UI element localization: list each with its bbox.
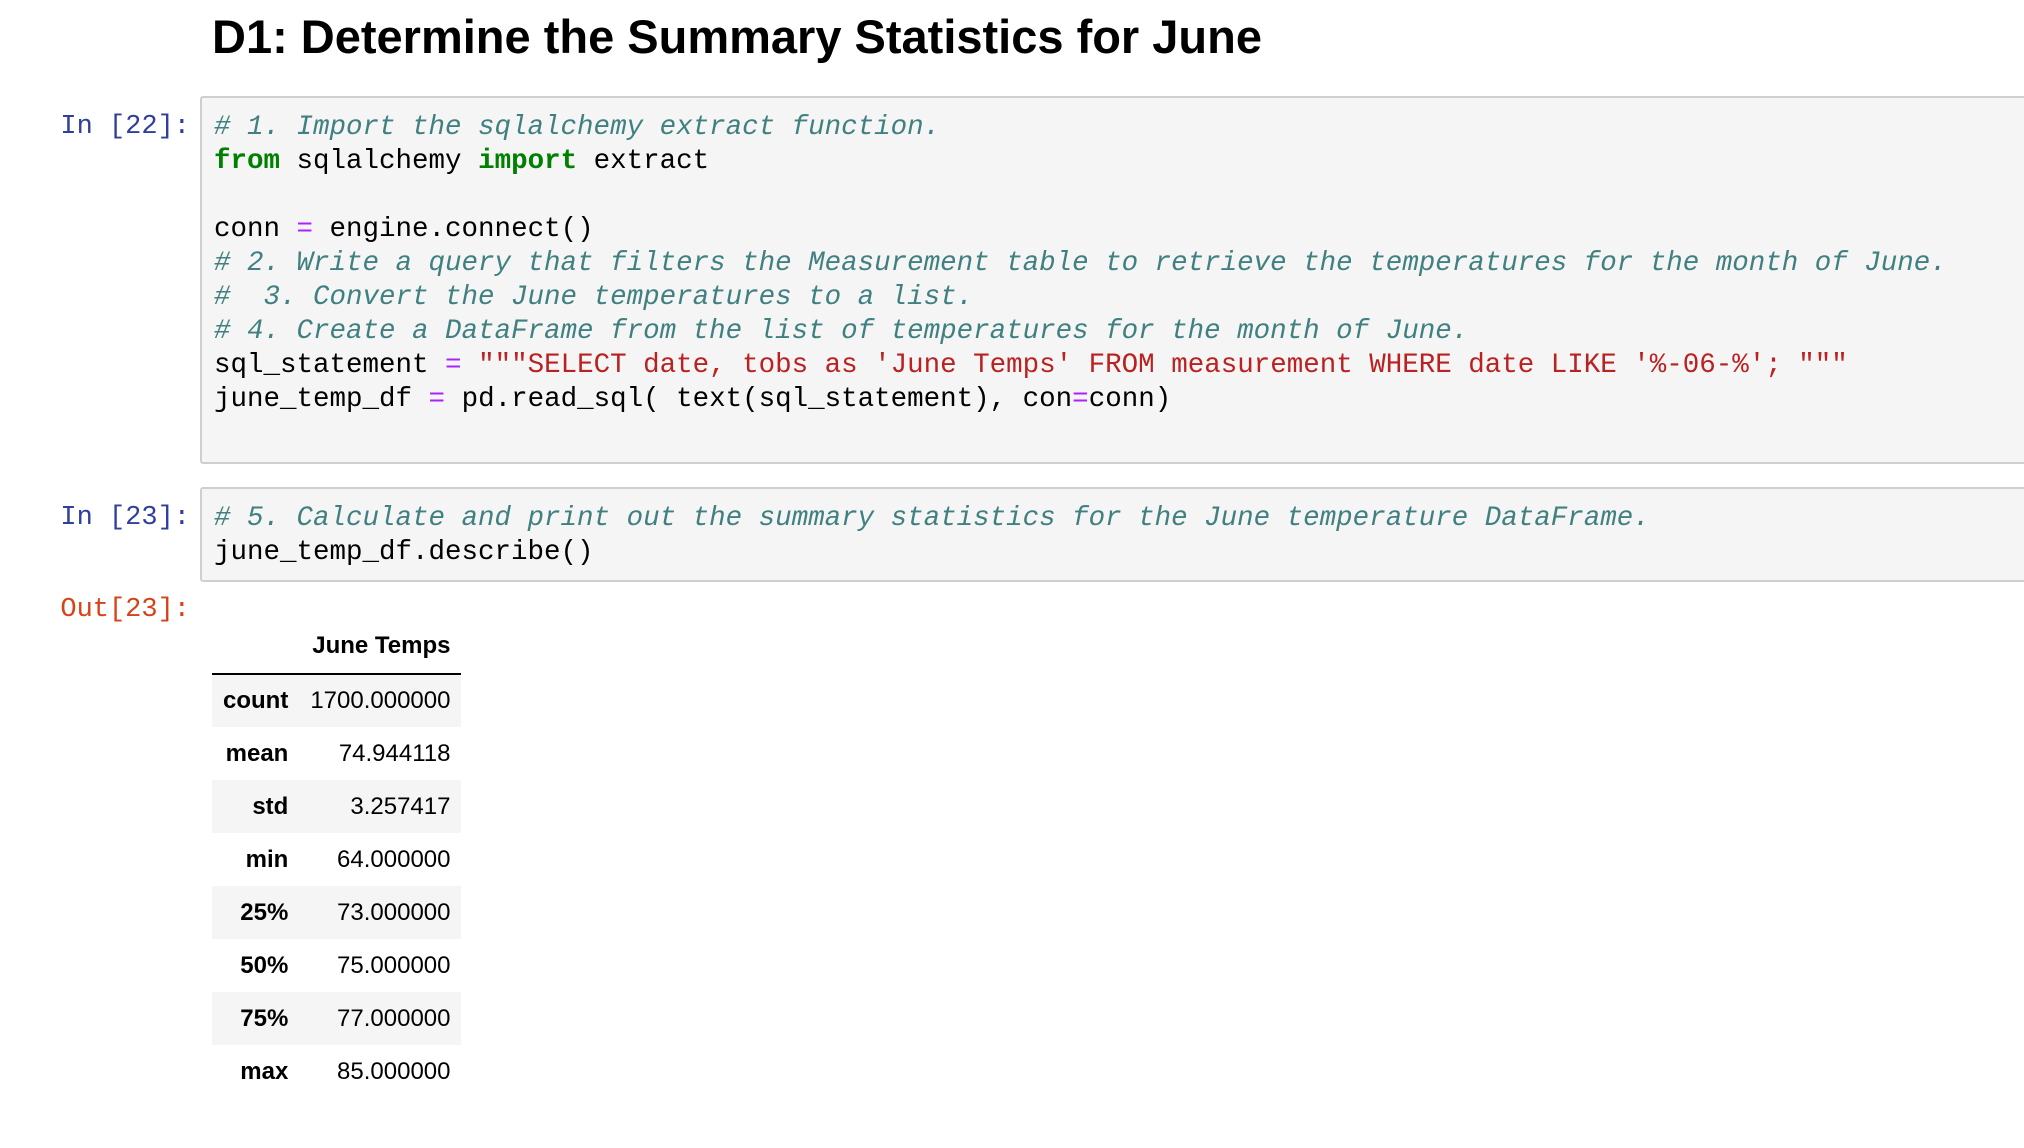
code-comment: # 3. Convert the June temperatures to a … [214, 282, 974, 313]
code-comment: # 1. Import the sqlalchemy extract funct… [214, 112, 941, 143]
column-header: June Temps [299, 618, 462, 675]
row-label: 75% [240, 1004, 289, 1032]
code-text: june_temp_df.describe() [214, 537, 594, 568]
code-line: # 5. Calculate and print out the summary… [214, 502, 1650, 536]
input-prompt: In [22]: [60, 112, 190, 142]
code-text: conn) [1088, 384, 1172, 415]
code-operator: = [445, 350, 462, 381]
row-value: 77.000000 [337, 1004, 451, 1032]
row-value: 1700.000000 [310, 687, 451, 714]
code-keyword: from [214, 146, 281, 177]
code-comment: # 4. Create a DataFrame from the list of… [214, 316, 1469, 347]
code-line: sql_statement = """SELECT date, tobs as … [214, 349, 1947, 383]
row-label: count [223, 687, 289, 714]
row-label: mean [225, 739, 289, 767]
code-text: engine.connect() [313, 214, 594, 245]
code-text: pd.read_sql( text(sql_statement), con [445, 384, 1073, 415]
row-label: max [240, 1057, 289, 1085]
section-heading: D1: Determine the Summary Statistics for… [212, 10, 1262, 63]
code-text: sql_statement [214, 350, 446, 381]
code-line [214, 179, 1947, 213]
output-prompt: Out[23]: [60, 595, 190, 625]
code-editor[interactable]: # 5. Calculate and print out the summary… [214, 502, 1650, 570]
code-line: # 1. Import the sqlalchemy extract funct… [214, 111, 1947, 145]
code-operator: = [296, 214, 314, 245]
code-line: from sqlalchemy import extract [214, 145, 1947, 179]
code-cell[interactable]: # 5. Calculate and print out the summary… [200, 487, 2024, 582]
input-prompt: In [23]: [60, 503, 190, 533]
row-value: 85.000000 [337, 1057, 451, 1085]
code-line: # 2. Write a query that filters the Meas… [214, 247, 1947, 281]
code-keyword: import [478, 146, 578, 177]
code-operator: = [428, 384, 446, 415]
row-label: 25% [240, 898, 289, 926]
code-comment: # 5. Calculate and print out the summary… [214, 503, 1650, 534]
code-line: june_temp_df = pd.read_sql( text(sql_sta… [214, 383, 1947, 417]
table-header-row: June Temps [212, 618, 462, 675]
code-text: june_temp_df [214, 384, 429, 415]
table-row: 75% 77.000000 [212, 992, 462, 1045]
code-text: conn [214, 214, 297, 245]
code-line: # 3. Convert the June temperatures to a … [214, 281, 1947, 315]
row-value: 74.944118 [338, 739, 451, 767]
code-comment: # 2. Write a query that filters the Meas… [214, 248, 1947, 279]
index-header [212, 618, 300, 675]
row-value: 75.000000 [337, 951, 451, 979]
table-row: 50% 75.000000 [212, 939, 461, 992]
row-label: std [252, 792, 289, 820]
code-string: """SELECT date, tobs as 'June Temps' FRO… [478, 350, 1848, 381]
table-row: 25% 73.000000 [212, 886, 462, 939]
code-line: conn = engine.connect() [214, 213, 1947, 247]
code-text: extract [577, 146, 710, 177]
code-operator: = [1072, 384, 1089, 415]
table-row: max 85.000000 [212, 1045, 461, 1098]
row-value: 73.000000 [337, 898, 451, 926]
code-line: june_temp_df.describe() [214, 536, 1650, 570]
table-row: min 64.000000 [212, 833, 461, 886]
dataframe-table: June Temps count 1700.000000 mean 74.94411… [212, 618, 462, 1098]
code-text [462, 350, 479, 381]
code-text: sqlalchemy [280, 146, 479, 177]
code-cell[interactable]: # 1. Import the sqlalchemy extract funct… [200, 96, 2024, 464]
row-label: min [245, 845, 289, 873]
table-row: std 3.257417 [212, 780, 462, 833]
table-row: mean 74.944118 [212, 727, 461, 780]
code-line: # 4. Create a DataFrame from the list of… [214, 315, 1947, 349]
row-value: 64.000000 [337, 845, 451, 873]
code-editor[interactable]: # 1. Import the sqlalchemy extract funct… [214, 111, 1947, 417]
table-row: count 1700.000000 [212, 674, 462, 727]
row-label: 50% [240, 951, 289, 979]
row-value: 3.257417 [350, 792, 451, 820]
